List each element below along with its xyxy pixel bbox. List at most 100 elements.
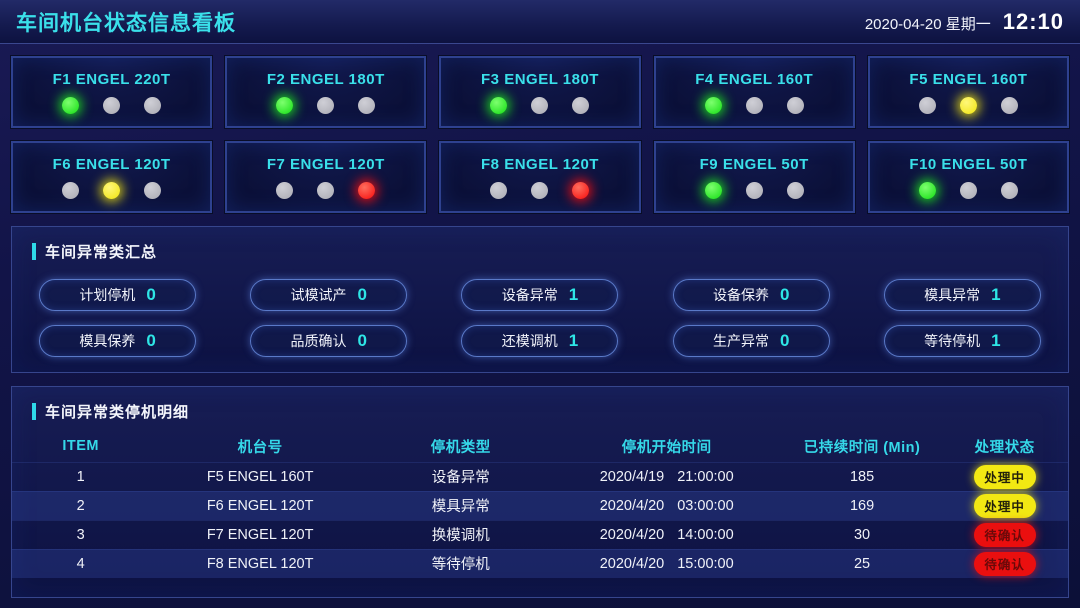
green-status-light [62, 96, 80, 114]
cell-duration: 169 [849, 497, 875, 514]
yellow-status-light [103, 181, 121, 199]
exception-summary-panel: 车间异常类汇总 计划停机 0 试模试产 0 设备异常 1 设备保养 0 模具异常… [11, 226, 1069, 373]
machine-name: F4 ENGEL 160T [695, 70, 814, 88]
status-light-group [704, 181, 804, 199]
summary-pill-label: 模具保养 [79, 333, 136, 349]
cell-start-clock: 15:00:00 [677, 555, 734, 572]
cell-start-date: 2020/4/20 [599, 497, 665, 514]
summary-pill-button[interactable]: 等待停机 1 [883, 325, 1041, 357]
summary-pill-button[interactable]: 计划停机 0 [39, 279, 197, 311]
table-column-header: 停机开始时间 [621, 439, 712, 456]
cell-downtime-type: 模具异常 [431, 499, 490, 515]
cell-downtime-type: 等待停机 [431, 557, 490, 574]
summary-pill-count: 1 [568, 331, 579, 350]
gray-status-light [959, 181, 977, 199]
summary-pill-count: 0 [779, 285, 790, 304]
status-badge: 处理中 [973, 493, 1036, 518]
table-row: 4 F8 ENGEL 120T 等待停机 2020/4/20 15:00:00 2… [12, 549, 1068, 578]
status-light-group [490, 181, 590, 199]
summary-pill-label: 生产异常 [712, 333, 769, 349]
summary-pill-label: 试模试产 [290, 287, 347, 303]
cell-status: 处理中 [941, 462, 1068, 491]
header-date: 2020-04-20 星期一 [864, 15, 991, 33]
summary-pill-grid: 计划停机 0 试模试产 0 设备异常 1 设备保养 0 模具异常 1 模具保养 … [12, 279, 1068, 357]
summary-pill-count: 0 [146, 285, 156, 304]
green-status-light [704, 96, 722, 114]
cell-machine: F6 ENGEL 120T [206, 497, 314, 514]
summary-pill-button[interactable]: 还模调机 1 [461, 325, 619, 357]
gray-status-light [572, 96, 590, 114]
summary-pill-button[interactable]: 试模试产 0 [250, 279, 408, 311]
summary-pill-count: 1 [568, 285, 579, 304]
gray-status-light [103, 96, 121, 114]
summary-pill-label: 设备保养 [712, 287, 769, 303]
gray-status-light [1000, 181, 1018, 199]
cell-start-clock: 14:00:00 [677, 526, 734, 543]
machine-name: F3 ENGEL 180T [481, 70, 599, 88]
downtime-table: ITEM 机台号 停机类型 停机开始时间 已持续时间 (Min) 处理状态 1 … [12, 431, 1068, 578]
section-accent-bar [32, 243, 36, 260]
summary-pill-button[interactable]: 品质确认 0 [250, 325, 408, 357]
header-time: 12:10 [1002, 8, 1064, 34]
cell-start-date: 2020/4/20 [599, 526, 665, 543]
page-title: 车间机台状态信息看板 [16, 11, 236, 35]
red-status-light [572, 181, 590, 199]
cell-duration: 30 [853, 526, 871, 543]
summary-pill-button[interactable]: 设备保养 0 [672, 279, 830, 311]
cell-machine: F5 ENGEL 160T [206, 468, 314, 485]
summary-pill-button[interactable]: 生产异常 0 [672, 325, 830, 357]
summary-pill-count: 0 [779, 331, 790, 350]
cell-start-clock: 21:00:00 [677, 468, 734, 485]
detail-section-title: 车间异常类停机明细 [45, 404, 190, 421]
cell-status: 待确认 [941, 520, 1068, 549]
summary-pill-button[interactable]: 模具保养 0 [39, 325, 197, 357]
cell-item: 3 [76, 526, 85, 543]
summary-pill-label: 模具异常 [924, 287, 981, 303]
machine-status-card: F4 ENGEL 160T [653, 56, 855, 128]
machine-status-card: F9 ENGEL 50T [653, 141, 855, 213]
machine-name: F2 ENGEL 180T [266, 70, 385, 88]
summary-pill-label: 品质确认 [290, 333, 347, 349]
gray-status-light [745, 96, 763, 114]
table-column-header: 已持续时间 (Min) [803, 439, 921, 456]
cell-downtime-type: 换模调机 [431, 528, 490, 544]
status-light-group [62, 96, 162, 114]
red-status-light [358, 181, 376, 199]
machine-name: F5 ENGEL 160T [909, 70, 1028, 88]
machine-status-card: F10 ENGEL 50T [867, 141, 1069, 213]
table-body: 1 F5 ENGEL 160T 设备异常 2020/4/19 21:00:00 1… [12, 462, 1068, 578]
status-light-group [276, 181, 376, 199]
summary-section-title: 车间异常类汇总 [45, 244, 158, 261]
machine-name: F6 ENGEL 120T [52, 155, 171, 173]
cell-machine: F7 ENGEL 120T [206, 526, 314, 543]
gray-status-light [531, 96, 549, 114]
machine-status-card: F3 ENGEL 180T [439, 56, 641, 128]
gray-status-light [918, 96, 936, 114]
cell-start-time: 2020/4/19 21:00:00 [551, 462, 783, 491]
table-column-header: ITEM [62, 438, 99, 455]
machine-status-card: F6 ENGEL 120T [11, 141, 213, 213]
cell-machine: F8 ENGEL 120T [206, 555, 314, 572]
gray-status-light [786, 181, 804, 199]
machine-name: F9 ENGEL 50T [699, 155, 809, 173]
status-light-group [918, 181, 1018, 199]
table-row: 3 F7 ENGEL 120T 换模调机 2020/4/20 14:00:00 3… [12, 520, 1068, 549]
gray-status-light [1000, 96, 1018, 114]
status-badge: 待确认 [973, 551, 1036, 576]
summary-pill-button[interactable]: 模具异常 1 [883, 279, 1041, 311]
downtime-detail-panel: 车间异常类停机明细 ITEM 机台号 停机类型 停机开始时间 已持续时间 (Mi… [11, 386, 1069, 598]
section-accent-bar [32, 403, 36, 420]
gray-status-light [358, 96, 376, 114]
machine-status-card: F5 ENGEL 160T [867, 56, 1069, 128]
green-status-light [276, 96, 294, 114]
summary-pill-label: 等待停机 [924, 333, 981, 349]
gray-status-light [144, 181, 162, 199]
status-light-group [918, 96, 1018, 114]
green-status-light [490, 96, 508, 114]
machine-status-card: F8 ENGEL 120T [439, 141, 641, 213]
cell-start-date: 2020/4/20 [599, 555, 665, 572]
status-light-group [62, 181, 162, 199]
summary-pill-button[interactable]: 设备异常 1 [461, 279, 619, 311]
yellow-status-light [959, 96, 977, 114]
summary-pill-label: 还模调机 [501, 333, 558, 349]
